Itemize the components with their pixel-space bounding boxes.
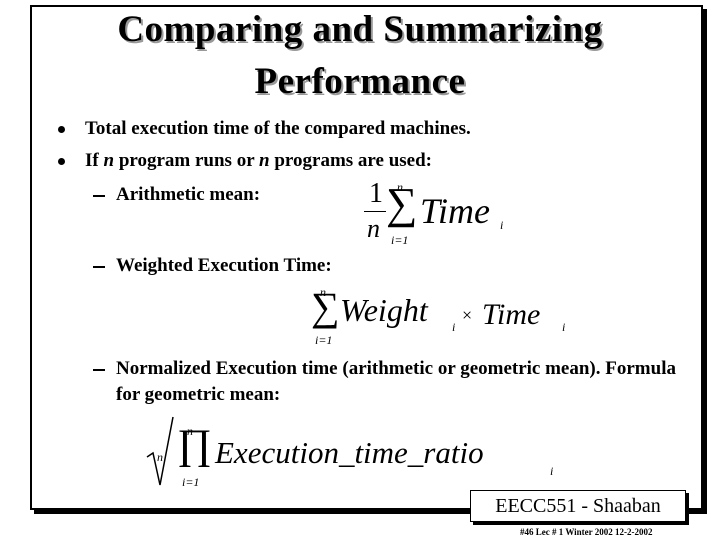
sub-item: Normalized Execution time (arithmetic or… <box>116 358 676 405</box>
bullet-dot <box>58 158 65 165</box>
sub-dash <box>93 266 105 268</box>
text: If <box>85 150 104 171</box>
bullet-text: If n program runs or n programs are used… <box>85 148 432 174</box>
fraction-numerator: 1 <box>369 178 383 209</box>
text: programs are used: <box>269 150 432 171</box>
sub-dash <box>93 369 105 371</box>
subscript: i <box>500 218 504 232</box>
text: n <box>103 150 115 171</box>
upper-limit: n <box>320 285 326 299</box>
term: Time <box>420 191 491 231</box>
footer-box: EECC551 - Shaaban <box>470 490 686 522</box>
term: Execution_time_ratio <box>215 435 484 470</box>
root-index: n <box>157 450 163 464</box>
sub-item: Arithmetic mean: <box>116 184 261 205</box>
radical-sign <box>146 416 174 486</box>
bullet-text: Total execution time of the compared mac… <box>85 118 471 139</box>
subscript: i <box>452 320 456 334</box>
product-symbol: ∏ <box>177 422 212 468</box>
text: n <box>259 150 270 171</box>
upper-limit: n <box>397 180 403 194</box>
upper-limit: n <box>187 424 193 438</box>
fraction-bar <box>364 211 386 212</box>
slide-frame <box>30 5 703 510</box>
term: Time <box>482 298 541 331</box>
subscript: i <box>562 320 566 334</box>
lower-limit: i=1 <box>391 233 409 247</box>
title-line: Performance <box>254 61 466 102</box>
term: Weight <box>340 292 428 328</box>
footer-note: #46 Lec # 1 Winter 2002 12-2-2002 <box>520 527 653 537</box>
title-line: Comparing and Summarizing <box>117 9 603 50</box>
lower-limit: i=1 <box>182 475 200 489</box>
fraction-denominator: n <box>367 214 380 243</box>
text: program runs or <box>114 150 260 171</box>
sum-symbol: ∑ <box>386 179 418 228</box>
sum-symbol: ∑ <box>311 284 340 329</box>
sub-dash <box>93 195 105 197</box>
subscript: i <box>550 464 554 478</box>
times-symbol: × <box>462 305 473 325</box>
lower-limit: i=1 <box>315 333 333 347</box>
bullet-dot <box>58 126 65 133</box>
sub-item: Weighted Execution Time: <box>116 255 332 276</box>
